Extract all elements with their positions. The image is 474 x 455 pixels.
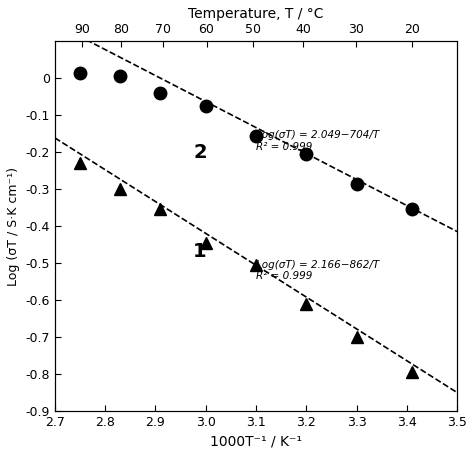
Text: 2: 2 — [193, 143, 207, 162]
Y-axis label: Log (σT / S·K cm⁻¹): Log (σT / S·K cm⁻¹) — [7, 167, 20, 285]
Text: Log(σT) = 2.166−862/T
R² = 0.999: Log(σT) = 2.166−862/T R² = 0.999 — [256, 259, 379, 281]
Text: 1: 1 — [193, 243, 207, 261]
X-axis label: Temperature, T / °C: Temperature, T / °C — [188, 7, 324, 21]
Text: Log(σT) = 2.049−704/T
R² = 0.999: Log(σT) = 2.049−704/T R² = 0.999 — [256, 130, 379, 152]
X-axis label: 1000T⁻¹ / K⁻¹: 1000T⁻¹ / K⁻¹ — [210, 434, 302, 448]
